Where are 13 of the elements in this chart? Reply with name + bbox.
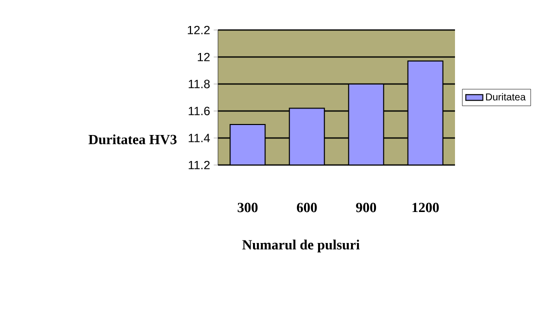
x-tick-label: 900 bbox=[356, 202, 376, 212]
x-tick-label: 1200 bbox=[412, 202, 439, 212]
x-tick-label: 600 bbox=[296, 202, 317, 212]
legend-label: Duritatea bbox=[486, 93, 526, 100]
x-axis-title: Numarul de pulsuri bbox=[242, 240, 360, 252]
y-tick-label: 12 bbox=[198, 52, 210, 62]
x-tick-label: 300 bbox=[238, 202, 258, 212]
y-tick-label: 11.2 bbox=[188, 160, 210, 170]
y-tick-label: 12.2 bbox=[188, 26, 210, 34]
y-tick-label: 11.8 bbox=[188, 80, 210, 88]
y-tick-label: 11.6 bbox=[188, 106, 210, 116]
y-axis-title: Duritatea HV3 bbox=[88, 134, 177, 144]
y-tick-label: 11.4 bbox=[188, 134, 210, 142]
